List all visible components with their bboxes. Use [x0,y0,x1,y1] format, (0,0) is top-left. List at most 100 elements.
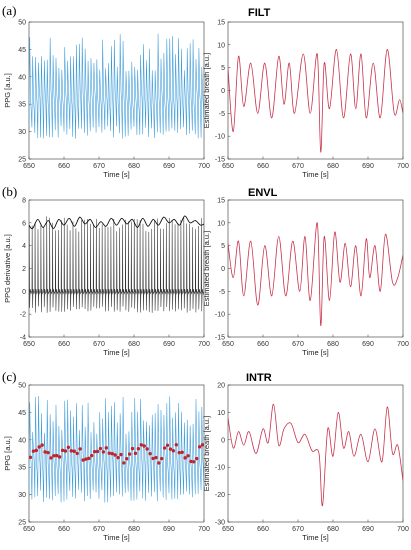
y-tick-label: 15 [217,20,225,27]
marker-point [81,458,85,462]
marker-point [57,455,62,459]
marker-point [52,454,56,458]
marker-point [104,446,108,450]
y-tick-label: 8 [22,198,26,205]
y-tick-label: 10 [217,410,225,417]
x-tick-label: 690 [362,526,374,533]
x-tick-label: 670 [93,526,105,533]
marker-point [55,453,59,458]
marker-point [75,451,79,456]
marker-point [168,447,173,451]
marker-point [69,449,73,453]
marker-point [174,443,178,447]
marker-point [110,451,114,456]
marker-point [200,443,204,447]
marker-point [72,449,76,453]
plot-frame [28,21,205,160]
y-tick-label: -4 [20,335,26,342]
marker-point [31,449,36,453]
marker-point [49,456,53,460]
x-tick-label: 650 [23,163,35,170]
x-tick-label: 690 [163,341,175,348]
x-axis-label: Time [s] [103,348,129,357]
marker-point [125,457,129,461]
y-tick-label: 35 [18,102,26,109]
marker-point [87,456,91,461]
panel-title: ENVL [248,187,278,199]
x-tick-label: 670 [292,341,304,348]
marker-point [145,447,149,451]
marker-point [60,448,65,453]
ppg-series-line [29,395,204,503]
marker-point [180,450,184,454]
y-tick-label: 30 [18,492,26,499]
y-tick-label: -15 [215,157,225,164]
x-tick-label: 670 [93,163,105,170]
x-tick-label: 690 [362,341,374,348]
y-tick-label: 5 [221,243,225,250]
y-tick-label: 0 [221,88,225,95]
x-axis-label: Time [s] [103,170,129,179]
breath-series-line [228,48,403,153]
x-tick-label: 670 [93,341,105,348]
x-tick-label: 680 [327,526,339,533]
y-axis-label: PPG derivative [a.u.] [3,234,12,303]
marker-point [186,454,190,458]
x-tick-label: 660 [257,526,269,533]
x-tick-label: 650 [222,341,234,348]
x-tick-label: 700 [397,163,409,170]
x-tick-label: 670 [292,526,304,533]
plot-area [228,222,403,326]
y-tick-label: 25 [18,157,26,164]
x-tick-label: 660 [58,163,70,170]
marker-point [192,460,196,464]
x-axis-label: Time [s] [302,170,328,179]
plot-area [29,395,204,503]
y-tick-label: -30 [215,520,225,527]
marker-point [177,450,181,455]
x-tick-label: 650 [23,526,35,533]
y-axis-label: Estimated breath [a.u.] [202,231,211,306]
y-tick-label: 0 [221,437,225,444]
marker-point [189,459,193,464]
marker-point [136,447,141,451]
plot-area [228,48,403,153]
marker-point [197,445,202,449]
y-tick-label: 45 [18,410,26,417]
marker-point [127,452,132,456]
marker-point [101,450,106,454]
x-tick-label: 650 [23,341,35,348]
marker-point [43,450,47,454]
y-tick-label: -10 [215,134,225,141]
marker-point [92,449,97,454]
marker-point [142,444,146,448]
marker-point [37,445,41,449]
marker-point [34,448,38,453]
chart-panel-2: 650 660 670 680 690 700 -15 -10 -5 0 5 10 15 Time [s]… [202,20,409,180]
x-tick-label: 690 [163,163,175,170]
marker-point [66,445,71,449]
ppg-series-line [29,33,204,139]
y-tick-label: 2 [22,266,26,273]
y-tick-label: 0 [22,289,26,296]
x-tick-label: 660 [257,341,269,348]
y-tick-label: -15 [215,335,225,342]
marker-point [122,461,126,465]
y-axis-label: Estimated breath [a.u.] [202,53,211,128]
marker-point [78,447,82,451]
marker-point [130,446,135,451]
y-tick-label: 25 [18,520,26,527]
y-axis-label: Estimated breath [a.u.] [202,416,211,491]
marker-point [160,456,164,461]
y-tick-label: 15 [217,198,225,205]
x-tick-label: 650 [222,163,234,170]
marker-point [90,453,94,458]
marker-point [95,449,100,454]
marker-point [113,453,117,457]
chart-panel-6: 650 660 670 680 690 700 -30 -20 -10 0 10 20 Time [s]… [202,383,409,543]
x-tick-label: 700 [397,341,409,348]
y-tick-label: 40 [18,74,26,81]
y-tick-label: -2 [20,312,26,319]
x-tick-label: 670 [292,163,304,170]
